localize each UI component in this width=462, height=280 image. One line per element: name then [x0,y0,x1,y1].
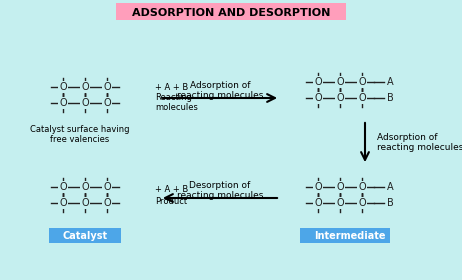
Text: O: O [81,198,89,208]
Text: Adsorption of: Adsorption of [190,81,250,90]
Text: O: O [358,77,366,87]
Text: Reacting: Reacting [155,94,192,102]
Text: O: O [103,198,111,208]
Text: O: O [103,98,111,108]
Text: O: O [103,82,111,92]
Text: O: O [103,182,111,192]
Text: O: O [59,98,67,108]
Text: A: A [387,182,394,192]
Text: B: B [387,93,394,103]
Text: reacting molecules: reacting molecules [177,90,263,99]
Text: molecules: molecules [155,104,198,113]
FancyBboxPatch shape [49,228,121,243]
Text: O: O [59,198,67,208]
Text: O: O [336,198,344,208]
Text: O: O [81,182,89,192]
Text: reacting molecules: reacting molecules [377,143,462,152]
Text: O: O [336,77,344,87]
Text: ADSORPTION AND DESORPTION: ADSORPTION AND DESORPTION [132,8,330,17]
Text: Product: Product [155,197,187,206]
Text: O: O [358,182,366,192]
Text: O: O [81,98,89,108]
Text: O: O [314,93,322,103]
Text: O: O [314,198,322,208]
FancyBboxPatch shape [300,228,390,243]
FancyBboxPatch shape [116,3,346,20]
Text: B: B [387,198,394,208]
Text: reacting molecules: reacting molecules [177,190,263,199]
Text: Adsorption of: Adsorption of [377,133,438,142]
Text: O: O [314,182,322,192]
Text: free valencies: free valencies [50,134,109,143]
Text: O: O [358,198,366,208]
Text: Catalyst: Catalyst [62,231,108,241]
Text: O: O [358,93,366,103]
Text: O: O [81,82,89,92]
Text: Desorption of: Desorption of [189,181,250,190]
Text: A: A [387,77,394,87]
Text: + A + B: + A + B [155,83,188,92]
Text: + A + B: + A + B [155,186,188,195]
Text: Catalyst surface having: Catalyst surface having [30,125,130,134]
Text: Intermediate: Intermediate [314,231,386,241]
Text: O: O [336,93,344,103]
Text: O: O [336,182,344,192]
Text: O: O [59,82,67,92]
Text: O: O [314,77,322,87]
Text: O: O [59,182,67,192]
